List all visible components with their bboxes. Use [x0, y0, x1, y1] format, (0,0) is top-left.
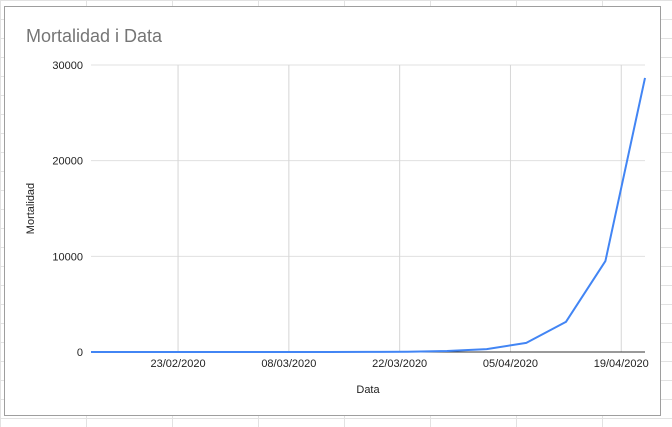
x-tick-label: 08/03/2020	[261, 358, 316, 370]
x-tick-label: 19/04/2020	[594, 358, 649, 370]
chart-title: Mortalidad i Data	[26, 26, 163, 46]
y-tick-label: 30000	[52, 60, 83, 72]
x-tick-label: 22/03/2020	[372, 358, 427, 370]
x-tick-label: 05/04/2020	[483, 358, 538, 370]
series-line	[91, 77, 646, 353]
line-chart: 0 10000 20000 30000 23/02/2020 08/03/2020 22/0…	[25, 60, 649, 396]
y-tick-label: 20000	[52, 156, 83, 168]
x-axis-label: Data	[356, 384, 380, 396]
y-axis-label: Mortalidad	[25, 183, 37, 234]
y-tick-label: 10000	[52, 251, 83, 263]
y-tick-label: 0	[77, 347, 83, 359]
chart-container: Mortalidad i Data 0 10000 20000 30000 23/02/…	[4, 6, 661, 416]
x-tick-label: 23/02/2020	[151, 358, 206, 370]
